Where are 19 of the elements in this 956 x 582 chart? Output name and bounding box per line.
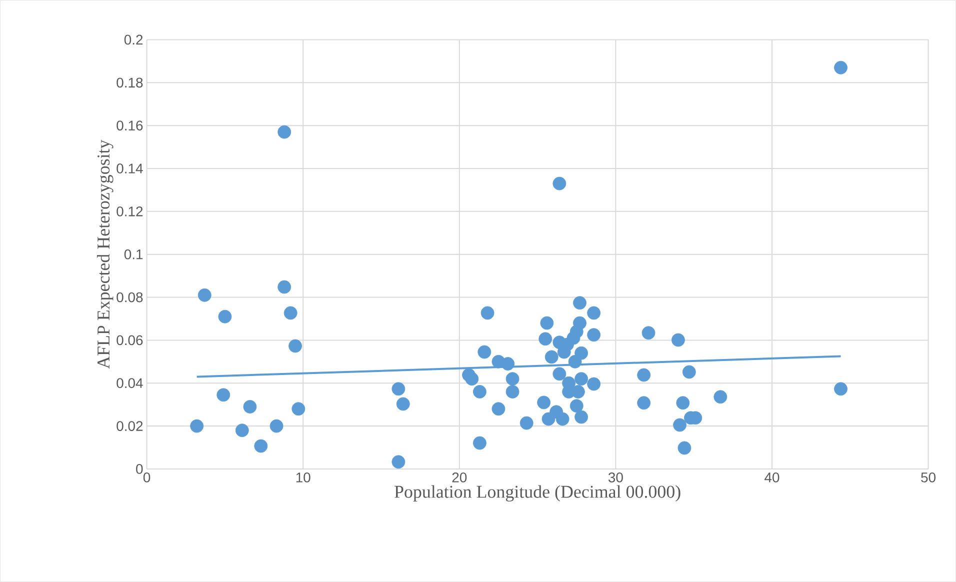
y-axis-title: AFLP Expected Heterozygosity xyxy=(96,140,114,369)
x-tick-label: 0 xyxy=(143,472,150,483)
y-tick-label: 0.08 xyxy=(116,292,143,302)
x-tick-label: 20 xyxy=(452,472,467,483)
y-tick-label: 0 xyxy=(136,464,143,474)
x-tick-label: 30 xyxy=(608,472,623,483)
y-tick-label: 0.12 xyxy=(116,206,143,216)
x-tick-label: 10 xyxy=(296,472,310,483)
y-tick-label: 0.18 xyxy=(116,78,143,88)
x-tick-label: 40 xyxy=(764,472,780,483)
y-tick-label: 0.16 xyxy=(116,120,143,131)
y-tick-label: 0.04 xyxy=(116,378,143,388)
y-tick-label: 0.14 xyxy=(116,164,143,174)
x-axis-title: Population Longitude (Decimal 00.000) xyxy=(394,485,680,502)
y-tick-label: 0.06 xyxy=(116,335,143,346)
x-tick-label: 50 xyxy=(921,472,936,483)
y-tick-label: 0.02 xyxy=(116,421,143,432)
y-tick-label: 0.1 xyxy=(124,250,143,260)
y-tick-label: 0.2 xyxy=(124,34,143,45)
